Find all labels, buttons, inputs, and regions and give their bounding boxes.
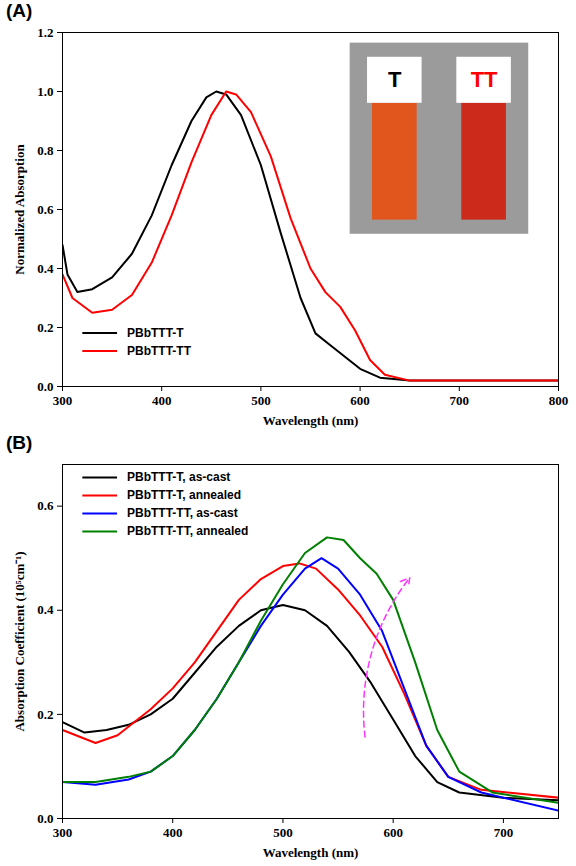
svg-text:700: 700 bbox=[494, 825, 514, 840]
svg-text:PBbTTT-TT, annealed: PBbTTT-TT, annealed bbox=[127, 524, 248, 538]
svg-text:0.4: 0.4 bbox=[37, 602, 54, 617]
svg-text:Absorption Coefficient (10⁵cm⁻: Absorption Coefficient (10⁵cm⁻¹) bbox=[12, 551, 27, 731]
svg-text:0.6: 0.6 bbox=[37, 202, 54, 217]
svg-text:700: 700 bbox=[450, 393, 470, 408]
svg-text:500: 500 bbox=[251, 393, 271, 408]
svg-text:300: 300 bbox=[53, 393, 73, 408]
svg-text:0.2: 0.2 bbox=[37, 320, 53, 335]
svg-text:Wavelength (nm): Wavelength (nm) bbox=[263, 413, 359, 428]
svg-text:1.2: 1.2 bbox=[37, 25, 53, 40]
html-text:(A): (A) bbox=[6, 0, 33, 21]
svg-text:PBbTTT-T, as-cast: PBbTTT-T, as-cast bbox=[127, 470, 230, 484]
svg-text:0.4: 0.4 bbox=[37, 261, 54, 276]
svg-text:PBbTTT-T: PBbTTT-T bbox=[127, 326, 184, 340]
svg-text:PBbTTT-TT: PBbTTT-TT bbox=[127, 344, 192, 358]
html-text:(B): (B) bbox=[6, 432, 33, 453]
svg-text:0.0: 0.0 bbox=[37, 811, 53, 826]
svg-text:PBbTTT-T, annealed: PBbTTT-T, annealed bbox=[127, 488, 241, 502]
svg-text:1.0: 1.0 bbox=[37, 84, 53, 99]
svg-text:Wavelength (nm): Wavelength (nm) bbox=[263, 845, 359, 860]
svg-text:Normalized Absorption: Normalized Absorption bbox=[12, 144, 27, 275]
svg-text:0.8: 0.8 bbox=[37, 143, 54, 158]
svg-text:600: 600 bbox=[350, 393, 370, 408]
svg-text:400: 400 bbox=[152, 393, 172, 408]
svg-text:PBbTTT-TT, as-cast: PBbTTT-TT, as-cast bbox=[127, 506, 238, 520]
svg-text:500: 500 bbox=[273, 825, 293, 840]
svg-text:0.0: 0.0 bbox=[37, 379, 53, 394]
svg-text:800: 800 bbox=[549, 393, 569, 408]
svg-text:T: T bbox=[388, 67, 402, 92]
svg-text:400: 400 bbox=[163, 825, 183, 840]
svg-text:600: 600 bbox=[383, 825, 403, 840]
svg-text:0.2: 0.2 bbox=[37, 707, 53, 722]
svg-text:300: 300 bbox=[53, 825, 73, 840]
svg-text:TT: TT bbox=[471, 67, 498, 92]
svg-text:0.6: 0.6 bbox=[37, 498, 54, 513]
